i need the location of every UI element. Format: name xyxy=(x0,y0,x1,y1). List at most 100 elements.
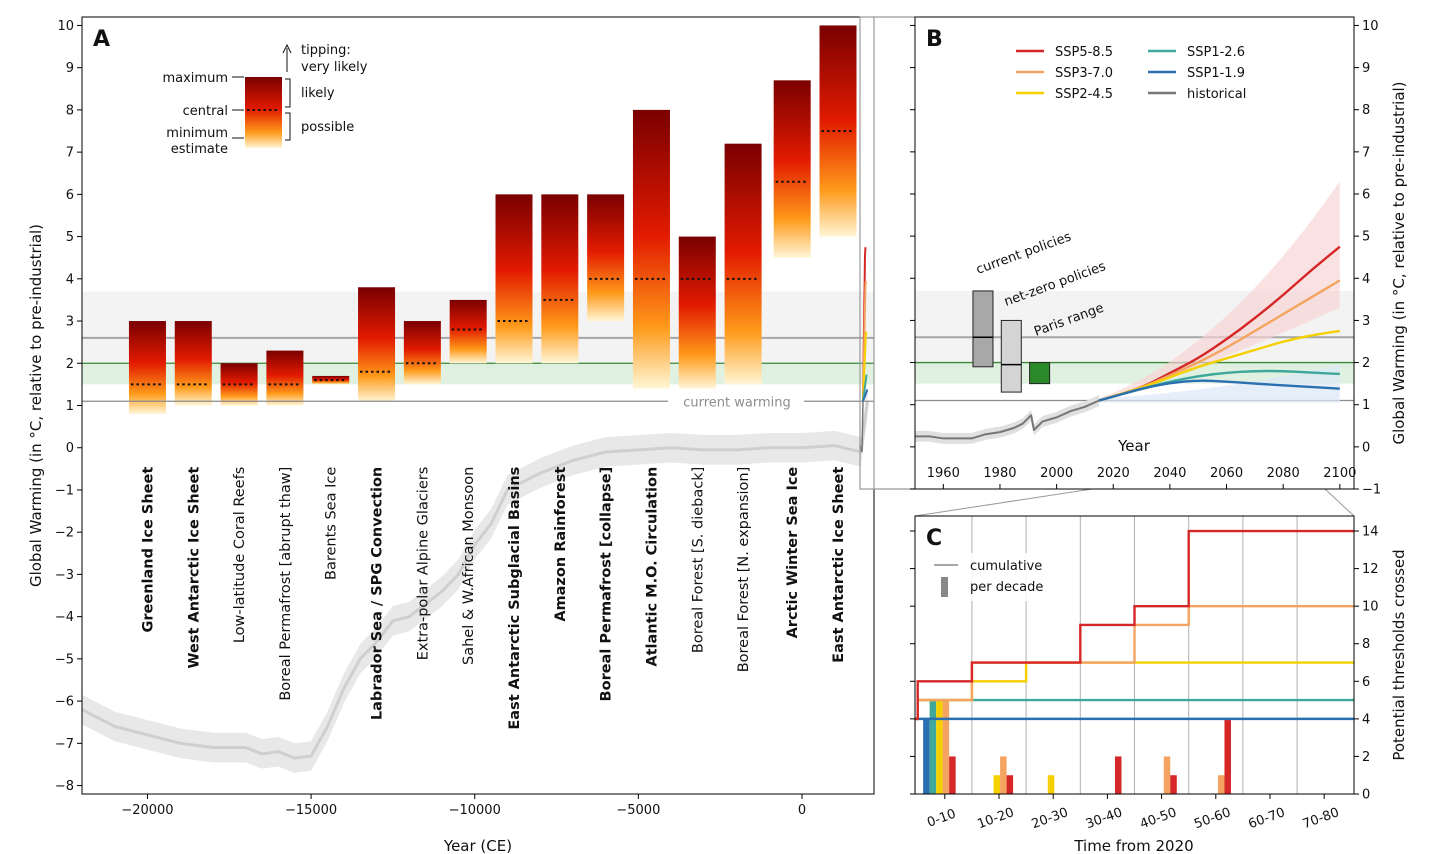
y-tick-label: 6 xyxy=(1362,675,1370,690)
series-legend: SSP5-8.5 SSP3-7.0 SSP2-4.5 SSP1-2.6 SSP1-1.9… xyxy=(1016,45,1246,102)
tipping-bar-boreal-forest-s-dieback xyxy=(678,236,716,389)
paleo-temperature-line xyxy=(82,401,869,760)
legend-label-ssp5-8-5: SSP5-8.5 xyxy=(1055,45,1113,60)
x-tick-label: 2060 xyxy=(1210,466,1243,481)
y-tick-label: 4 xyxy=(1362,712,1370,727)
panel-letter-a: A xyxy=(93,27,110,52)
x-tick-label: 60-70 xyxy=(1246,805,1287,832)
tipping-bar-labrador-sea-spg-convection xyxy=(358,287,396,402)
legend-label-ssp2-4-5: SSP2-4.5 xyxy=(1055,87,1113,102)
element-label: Labrador Sea / SPG Convection xyxy=(370,467,386,720)
policy-box-current-policies xyxy=(972,290,994,368)
zoom-connector xyxy=(914,488,1093,517)
decade-bar xyxy=(936,700,943,794)
legend-label-historical: historical xyxy=(1187,87,1246,102)
panel-c-legend: cumulative per decade xyxy=(928,553,1046,601)
element-label: West Antarctic Ice Sheet xyxy=(186,467,202,669)
element-label: Atlantic M.O. Circulation xyxy=(644,467,660,667)
x-tick-label: −10000 xyxy=(449,803,501,818)
y-tick-label: 2 xyxy=(1362,356,1370,371)
tipping-bar-extra-polar-alpine-glaciers xyxy=(403,321,441,385)
x-tick-label: −5000 xyxy=(616,803,660,818)
panel-b-frame xyxy=(914,16,1355,490)
legend-label-ssp1-1-9: SSP1-1.9 xyxy=(1187,66,1245,81)
y-tick-label: −8 xyxy=(55,779,74,794)
historical-band xyxy=(915,395,1100,444)
paleo-temperature-band xyxy=(82,386,868,773)
y-tick-label: 4 xyxy=(66,272,74,287)
legend-likely-label: likely xyxy=(301,86,335,101)
decade-bar xyxy=(949,756,956,794)
y-tick-label: 14 xyxy=(1362,525,1379,540)
x-tick-label: −15000 xyxy=(285,803,337,818)
decade-bar xyxy=(942,700,950,794)
zoom-box xyxy=(859,16,875,490)
x-tick-label: 10-20 xyxy=(975,805,1016,832)
y-tick-label: 9 xyxy=(66,61,74,76)
decade-bar xyxy=(1000,756,1007,794)
tipping-bar-greenland-ice-sheet xyxy=(128,321,166,414)
legend-per-decade-swatch xyxy=(941,577,948,597)
legend-very-likely-label: very likely xyxy=(301,60,368,75)
panel-letter-c: C xyxy=(926,526,942,551)
policy-label-current-policies: current policies xyxy=(974,229,1073,277)
element-label: Boreal Forest [N. expansion] xyxy=(736,467,752,673)
y-tick-label: 7 xyxy=(1362,145,1370,160)
x-tick-label: 0-10 xyxy=(925,807,958,831)
y-tick-label: 2 xyxy=(66,357,74,372)
x-tick-label: 70-80 xyxy=(1301,805,1342,832)
x-tick-label: 50-60 xyxy=(1192,805,1233,832)
legend-possible-label: possible xyxy=(301,120,354,135)
y-tick-label: 3 xyxy=(1362,314,1370,329)
zoom-connectors xyxy=(874,16,1355,517)
tipping-bar-east-antarctic-subglacial-basins xyxy=(495,194,533,364)
y-tick-label: −3 xyxy=(55,568,74,583)
zoom-connector xyxy=(1324,488,1355,517)
x-axis-label: Time from 2020 xyxy=(1073,837,1193,854)
y-tick-label: −1 xyxy=(1362,483,1381,498)
tipping-bar-atlantic-m-o-circulation xyxy=(632,109,670,389)
y-tick-label: 0 xyxy=(66,441,74,456)
green-band xyxy=(915,362,1354,384)
y-tick-label: −6 xyxy=(55,695,74,710)
y-axis-label: Global Warming (in °C, relative to pre-i… xyxy=(27,224,45,587)
zoom-strip-historical xyxy=(859,401,864,453)
y-tick-label: 10 xyxy=(57,19,74,34)
y-tick-label: 8 xyxy=(1362,637,1370,652)
element-label: Sahel & W.African Monsoon xyxy=(461,467,477,665)
element-label: Boreal Forest [S. dieback] xyxy=(690,467,706,653)
x-tick-label: 2040 xyxy=(1153,466,1186,481)
legend-cumulative-label: cumulative xyxy=(970,559,1042,574)
y-tick-label: 0 xyxy=(1362,788,1370,803)
y-tick-label: 9 xyxy=(1362,61,1370,76)
legend-central-label: central xyxy=(183,104,228,119)
legend-maximum-label: maximum xyxy=(162,71,228,86)
legend-tipping-label: tipping: xyxy=(301,43,351,58)
y-tick-label: 10 xyxy=(1362,19,1379,34)
y-tick-label: 8 xyxy=(66,103,74,118)
panel-c: 0 2 4 6 8 10 12 14 0-10 10-20 20-30 30-40 40-50 50-60… xyxy=(910,515,1408,854)
x-tick-label: 2100 xyxy=(1323,466,1356,481)
tipping-bar-amazon-rainforest xyxy=(541,194,579,364)
ssp5-8-5-uncertainty-band xyxy=(1099,181,1340,403)
decade-bar xyxy=(1006,775,1014,794)
current-warming-label: current warming xyxy=(683,395,791,410)
y-tick-label: 1 xyxy=(66,399,74,414)
y-tick-label: −2 xyxy=(55,526,74,541)
panel-letter-b: B xyxy=(926,27,943,52)
x-tick-label: 1980 xyxy=(983,466,1016,481)
panel-c-frame xyxy=(914,515,1355,795)
y-tick-label: 5 xyxy=(1362,230,1370,245)
element-label: Barents Sea Ice xyxy=(324,467,340,580)
x-tick-label: 0 xyxy=(798,803,806,818)
panel-c-plot xyxy=(915,516,1354,794)
y-tick-label: −5 xyxy=(55,652,74,667)
zoom-strip-ssp1-1-9 xyxy=(862,389,869,402)
legend-label-ssp3-7-0: SSP3-7.0 xyxy=(1055,66,1113,81)
element-label: Amazon Rainforest xyxy=(553,467,569,622)
y-tick-label: 3 xyxy=(66,315,74,330)
legend-bracket-possible xyxy=(285,112,291,141)
policy-box-net-zero-policies xyxy=(1000,319,1022,393)
